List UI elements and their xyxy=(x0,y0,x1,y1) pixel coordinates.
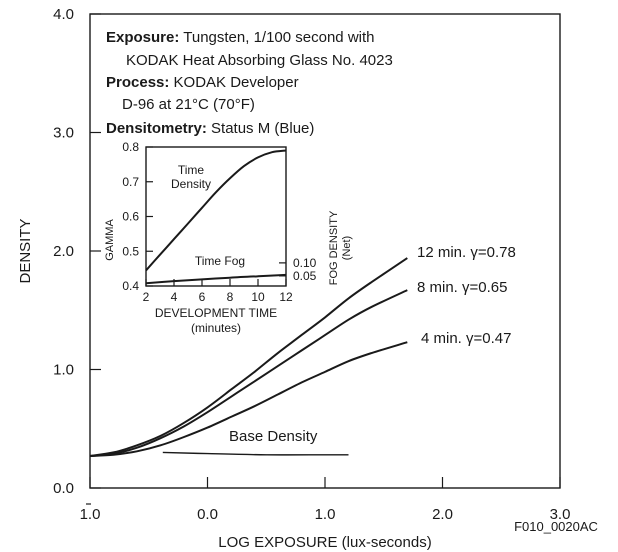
inset-y-axis-title: GAMMA xyxy=(104,219,116,261)
x-axis-title: LOG EXPOSURE (lux-seconds) xyxy=(218,534,431,551)
inset-right-axis-title: FOG DENSITY xyxy=(328,210,340,285)
y-tick-label: 0.0 xyxy=(53,480,74,497)
inset-y-tick-label: 0.4 xyxy=(122,279,139,293)
inset-x-tick-label: 8 xyxy=(227,290,234,304)
inset-y-tick-label: 0.6 xyxy=(122,210,139,224)
y-axis-title: DENSITY xyxy=(17,218,34,283)
inset-curve-time-fog xyxy=(145,273,287,285)
annotation-line-5-bold: Densitometry: xyxy=(106,120,207,137)
inset-y-tick-label: 0.5 xyxy=(122,244,139,258)
inset-y-tick-label: 0.7 xyxy=(122,175,139,189)
main-series xyxy=(89,257,408,457)
series-label-base-density: Base Density xyxy=(229,428,318,445)
x-tick-label: 0.0 xyxy=(197,506,218,523)
curve-8-min xyxy=(89,289,408,457)
inset-axis-ticks: 0.4 0.5 0.6 0.7 0.8 2 4 6 8 10 12 0.100.05 xyxy=(122,140,316,304)
annotation-line-3-bold: Process: xyxy=(106,74,169,91)
inset-series xyxy=(145,149,287,285)
inset-curve-time-density xyxy=(145,149,287,272)
main-axis-ticks: 0.0 1.0 2.0 3.0 4.0 1.0 0.0 1.0 2.0 3.0 xyxy=(53,6,570,523)
x-tick-label: 2.0 xyxy=(432,506,453,523)
inset-right-tick-label: 0.05 xyxy=(293,269,317,283)
annotation-line-1-text: Tungsten, 1/100 second with xyxy=(179,29,374,46)
inset-gamma-chart: 0.4 0.5 0.6 0.7 0.8 2 4 6 8 10 12 0.100.05 Time Den… xyxy=(104,140,353,335)
inset-x-tick-label: 4 xyxy=(171,290,178,304)
inset-x-tick-label: 6 xyxy=(199,290,206,304)
inset-right-tick-label: 0.10 xyxy=(293,256,317,270)
curve-12-min xyxy=(89,257,408,457)
inset-x-axis-title: DEVELOPMENT TIME xyxy=(155,306,277,320)
inset-label-time: Time xyxy=(178,163,205,177)
figure-id: F010_0020AC xyxy=(514,519,598,534)
annotation-line-5: Densitometry: Status M (Blue) xyxy=(106,120,314,137)
annotation-line-1-bold: Exposure: xyxy=(106,29,179,46)
y-tick-label: 4.0 xyxy=(53,6,74,23)
inset-right-axis-title-net: (Net) xyxy=(341,236,353,260)
series-label-8-min: 8 min. γ=0.65 xyxy=(417,279,507,296)
series-label-12-min: 12 min. γ=0.78 xyxy=(417,244,516,261)
y-tick-label: 3.0 xyxy=(53,125,74,142)
y-tick-label: 1.0 xyxy=(53,362,74,379)
curve-base-density xyxy=(162,451,349,456)
inset-label-density: Density xyxy=(171,177,211,191)
inset-x-tick-label: 12 xyxy=(279,290,293,304)
annotation-line-1: Exposure: Tungsten, 1/100 second with xyxy=(106,29,375,46)
annotation-line-4-text: D-96 at 21°C (70°F) xyxy=(122,96,255,113)
x-tick-label: 3.0 xyxy=(550,506,571,523)
inset-x-tick-label: 2 xyxy=(143,290,150,304)
annotation-line-5-text: Status M (Blue) xyxy=(207,120,315,137)
series-label-4-min: 4 min. γ=0.47 xyxy=(421,330,511,347)
inset-x-axis-title-units: (minutes) xyxy=(191,321,241,335)
exposure-annotation: Exposure: Tungsten, 1/100 second with KO… xyxy=(106,29,393,137)
annotation-line-3-text: KODAK Developer xyxy=(169,74,298,91)
x-tick-label: 1.0 xyxy=(80,506,101,523)
curve-4-min xyxy=(89,341,408,457)
y-tick-label: 2.0 xyxy=(53,243,74,260)
annotation-line-3: Process: KODAK Developer xyxy=(106,74,299,91)
inset-x-tick-label: 10 xyxy=(251,290,265,304)
x-tick-label: 1.0 xyxy=(315,506,336,523)
annotation-line-4: D-96 at 21°C (70°F) xyxy=(122,96,255,113)
inset-y-tick-label: 0.8 xyxy=(122,140,139,154)
inset-label-time-fog: Time Fog xyxy=(195,254,245,268)
annotation-line-2: KODAK Heat Absorbing Glass No. 4023 xyxy=(126,52,393,69)
annotation-line-2-text: KODAK Heat Absorbing Glass No. 4023 xyxy=(126,52,393,69)
